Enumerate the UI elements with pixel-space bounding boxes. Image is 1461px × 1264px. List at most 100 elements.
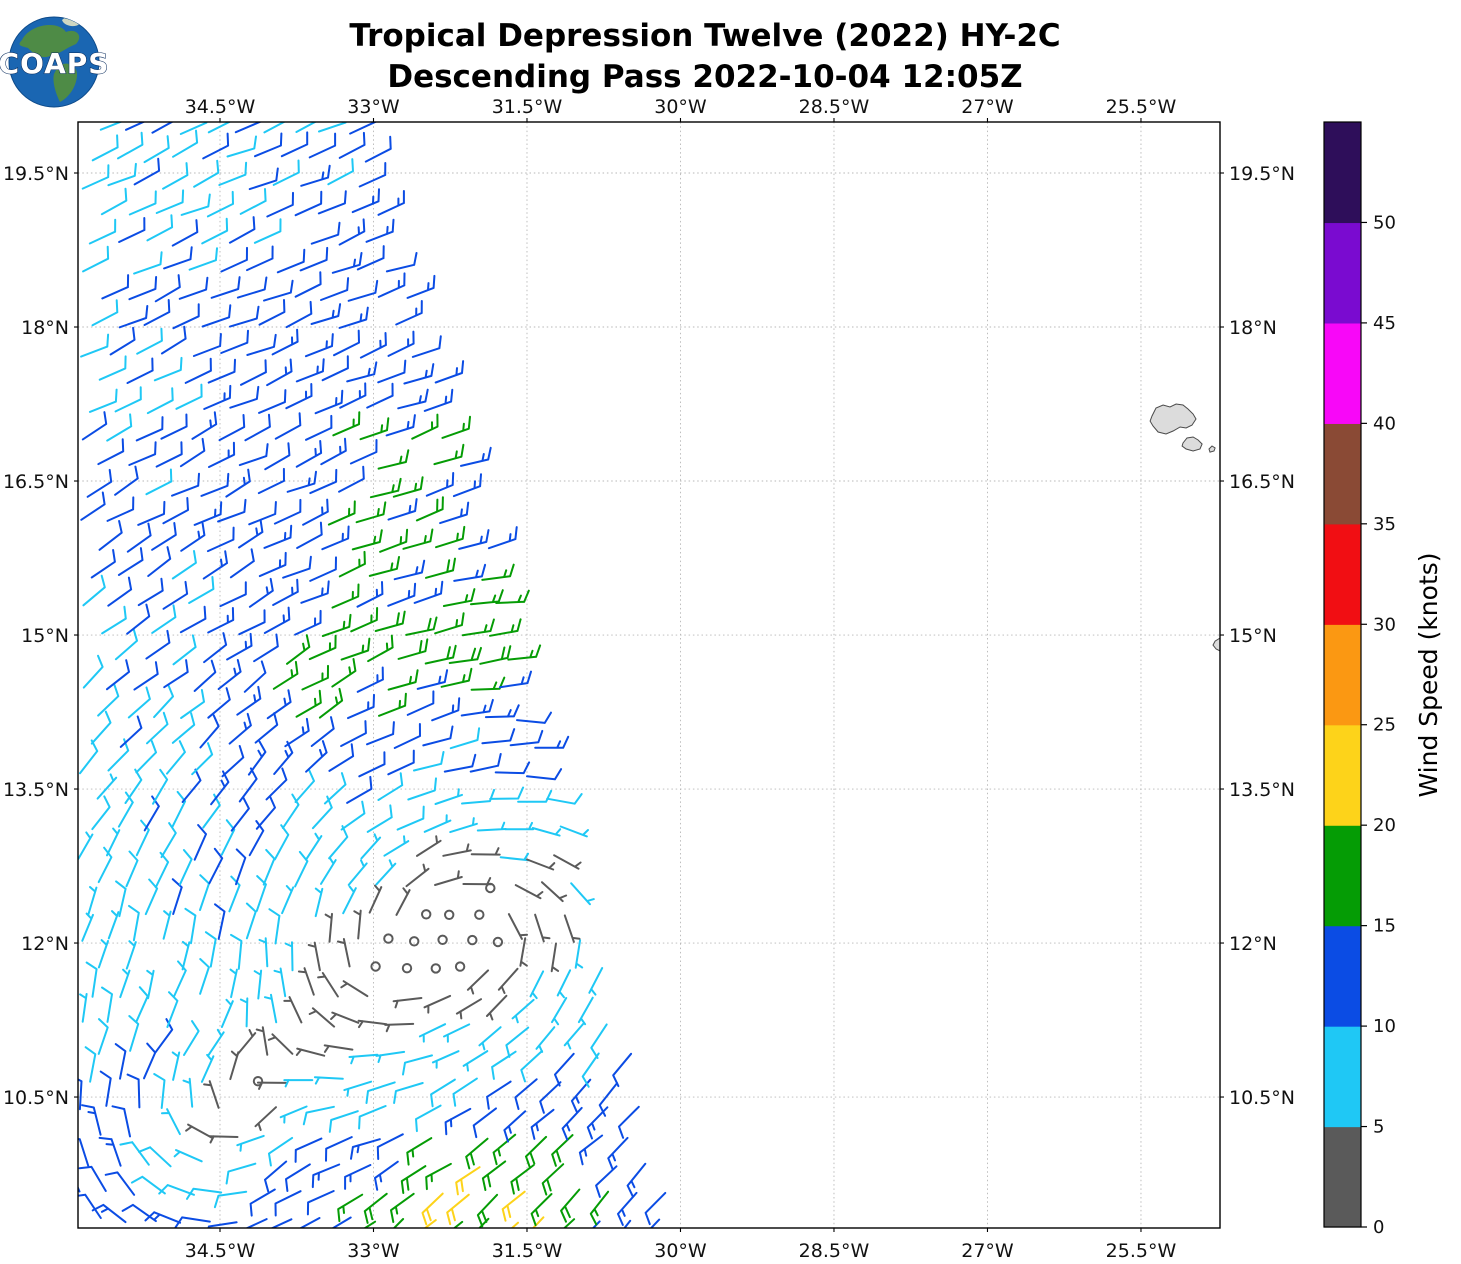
wind-barb: [225, 468, 251, 498]
logo-text: COAPS: [0, 47, 109, 80]
wind-barb: [574, 939, 584, 969]
wind-barb: [356, 581, 384, 608]
colorbar-bin: [1324, 825, 1361, 927]
wind-barb: [135, 740, 157, 774]
wind-barb: [115, 880, 127, 918]
wind-barb: [481, 563, 515, 581]
wind-barb: [218, 414, 246, 442]
wind-barb: [377, 359, 407, 384]
wind-barb: [286, 634, 311, 665]
wind-barb: [375, 1050, 406, 1063]
wind-barb: [492, 1133, 517, 1166]
wind-barb: [340, 800, 366, 831]
wind-barb: [479, 645, 512, 665]
wind-barb: [305, 832, 323, 861]
wind-barb: [328, 1110, 359, 1133]
x-tick-label-top: 28.5°W: [799, 96, 870, 118]
wind-barb: [229, 305, 260, 328]
wind-barb: [97, 1018, 109, 1055]
wind-barb: [285, 383, 313, 410]
calm-circle: [474, 909, 485, 920]
wind-barb: [452, 1077, 478, 1107]
wind-barb: [106, 413, 133, 442]
wind-barb: [91, 1203, 127, 1224]
wind-barb: [393, 723, 421, 749]
wind-barb: [171, 712, 196, 744]
wind-barb: [236, 1029, 257, 1056]
wind-barb: [174, 1216, 211, 1228]
wind-barb: [304, 333, 334, 358]
wind-barb: [78, 1193, 102, 1219]
wind-barb: [374, 610, 406, 632]
wind-barb: [348, 1053, 379, 1065]
barb-field: [78, 122, 667, 1228]
wind-barb: [351, 529, 383, 551]
wind-barb: [258, 299, 286, 326]
wind-barb: [127, 686, 151, 719]
wind-barb: [114, 1043, 127, 1080]
calm-circle: [252, 1076, 264, 1087]
wind-barb: [358, 162, 387, 188]
wind-barb: [239, 997, 249, 1028]
wind-barb: [230, 796, 250, 832]
wind-barb: [117, 131, 144, 160]
wind-barb: [350, 1138, 381, 1160]
wind-barb: [121, 1203, 157, 1223]
wind-barb: [298, 1217, 321, 1228]
wind-barb: [138, 1146, 172, 1168]
wind-barb: [107, 576, 133, 607]
wind-barb: [265, 767, 288, 801]
wind-barb: [268, 1136, 294, 1167]
wind-barb: [243, 660, 267, 693]
wind-barb: [146, 969, 155, 1000]
colorbar-bin: [1324, 1026, 1361, 1128]
wind-barb: [101, 605, 127, 635]
wind-barb: [90, 549, 116, 579]
wind-barb: [358, 751, 386, 778]
wind-barb: [226, 135, 257, 158]
wind-barb: [264, 1160, 288, 1193]
wind-barb: [133, 251, 163, 275]
wind-barb: [98, 520, 123, 551]
wind-barb: [320, 856, 337, 885]
wind-barb: [347, 693, 375, 720]
wind-barb: [415, 1104, 442, 1133]
calm-circle: [444, 909, 455, 920]
wind-barb: [85, 961, 98, 998]
wind-barb: [210, 276, 241, 299]
wind-barb: [553, 854, 582, 870]
wind-barb: [143, 1042, 157, 1080]
wind-barb: [82, 245, 110, 273]
wind-barb: [455, 1166, 481, 1196]
wind-barb: [82, 574, 106, 607]
wind-barb: [160, 822, 177, 859]
wind-barb: [297, 967, 315, 996]
wind-barb: [207, 687, 231, 719]
wind-barb: [375, 859, 397, 886]
wind-barb: [461, 618, 495, 637]
wind-barb: [439, 501, 470, 525]
wind-barb: [296, 521, 323, 549]
wind-barb: [146, 387, 174, 415]
wind-barb: [403, 363, 435, 385]
wind-barb: [193, 659, 217, 692]
wind-barb: [331, 252, 363, 274]
wind-barb: [458, 529, 490, 550]
wind-barb: [202, 132, 230, 160]
x-tick-label-bottom: 28.5°W: [799, 1240, 870, 1262]
wind-barb: [135, 986, 149, 1023]
colorbar-tick-label: 15: [1373, 916, 1396, 937]
calm-circle: [430, 963, 441, 974]
wind-barb: [321, 613, 352, 637]
wind-barb: [517, 789, 553, 803]
wind-barb: [588, 967, 604, 996]
wind-barb: [347, 859, 368, 886]
wind-barb: [171, 472, 200, 497]
wind-barb: [310, 303, 342, 325]
wind-barb: [272, 578, 299, 606]
wind-barb: [258, 389, 287, 414]
wind-barb: [118, 217, 146, 243]
wind-barb: [91, 134, 119, 162]
wind-barb: [143, 299, 171, 326]
wind-barb: [266, 358, 293, 387]
